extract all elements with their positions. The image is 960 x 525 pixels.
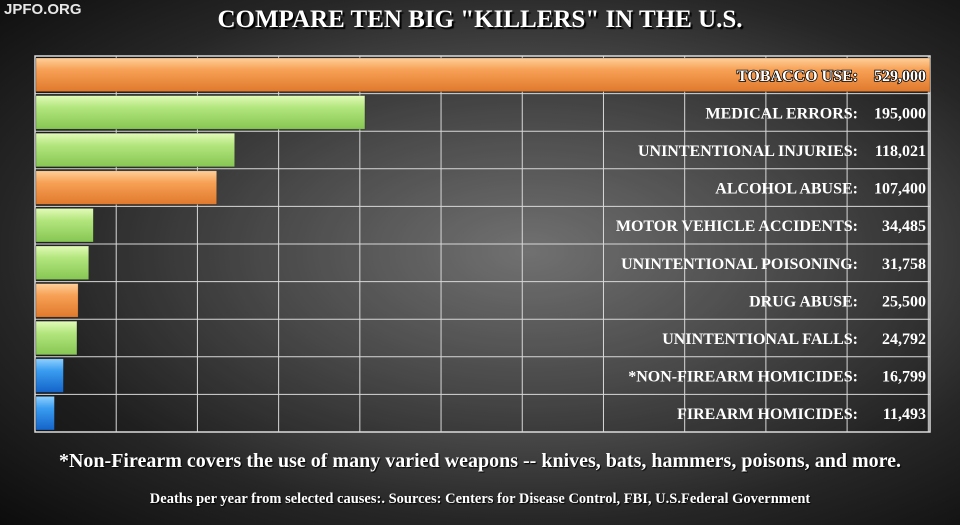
value-label: 118,021 xyxy=(875,143,926,160)
footnote: *Non-Firearm covers the use of many vari… xyxy=(58,450,901,472)
category-label: UNINTENTIONAL POISONING: xyxy=(621,256,858,273)
value-label: 11,493 xyxy=(883,406,926,423)
value-label: 25,500 xyxy=(882,293,926,310)
category-label: MEDICAL ERRORS: xyxy=(706,105,858,122)
category-label: TOBACCO USE: xyxy=(737,68,858,85)
category-label: MOTOR VEHICLE ACCIDENTS: xyxy=(616,218,858,235)
category-label: *NON-FIREARM HOMICIDES: xyxy=(628,369,858,386)
category-label: UNINTENTIONAL FALLS: xyxy=(662,331,858,348)
category-label: UNINTENTIONAL INJURIES: xyxy=(638,143,858,160)
bars xyxy=(35,57,931,431)
bar xyxy=(35,95,366,130)
value-label: 195,000 xyxy=(874,105,926,122)
bar xyxy=(35,358,64,393)
bar xyxy=(35,57,931,92)
bar xyxy=(35,132,235,168)
bar xyxy=(35,283,79,318)
category-label: FIREARM HOMICIDES: xyxy=(677,406,858,423)
value-label: 31,758 xyxy=(882,256,926,273)
category-label: ALCOHOL ABUSE: xyxy=(715,181,858,198)
watermark: JPFO.ORG xyxy=(4,1,82,18)
chart-title: COMPARE TEN BIG "KILLERS" IN THE U.S. xyxy=(217,6,743,33)
value-label: 529,000 xyxy=(874,68,926,85)
bar xyxy=(35,320,78,356)
value-label: 34,485 xyxy=(882,218,926,235)
bar-chart: 529,000 TOBACCO USE: 195,000 MEDICAL ERRORS… xyxy=(34,55,931,433)
source-note: Deaths per year from selected causes:. S… xyxy=(149,491,811,507)
value-label: 24,792 xyxy=(882,331,926,348)
bar-labels: 529,000 TOBACCO USE: 195,000 MEDICAL ERRORS… xyxy=(616,67,927,423)
bar xyxy=(35,208,94,243)
bar xyxy=(35,396,55,431)
bar xyxy=(35,170,218,205)
category-label: DRUG ABUSE: xyxy=(749,293,858,310)
value-label: 107,400 xyxy=(874,181,926,198)
bar xyxy=(35,245,90,280)
value-label: 16,799 xyxy=(882,369,926,386)
